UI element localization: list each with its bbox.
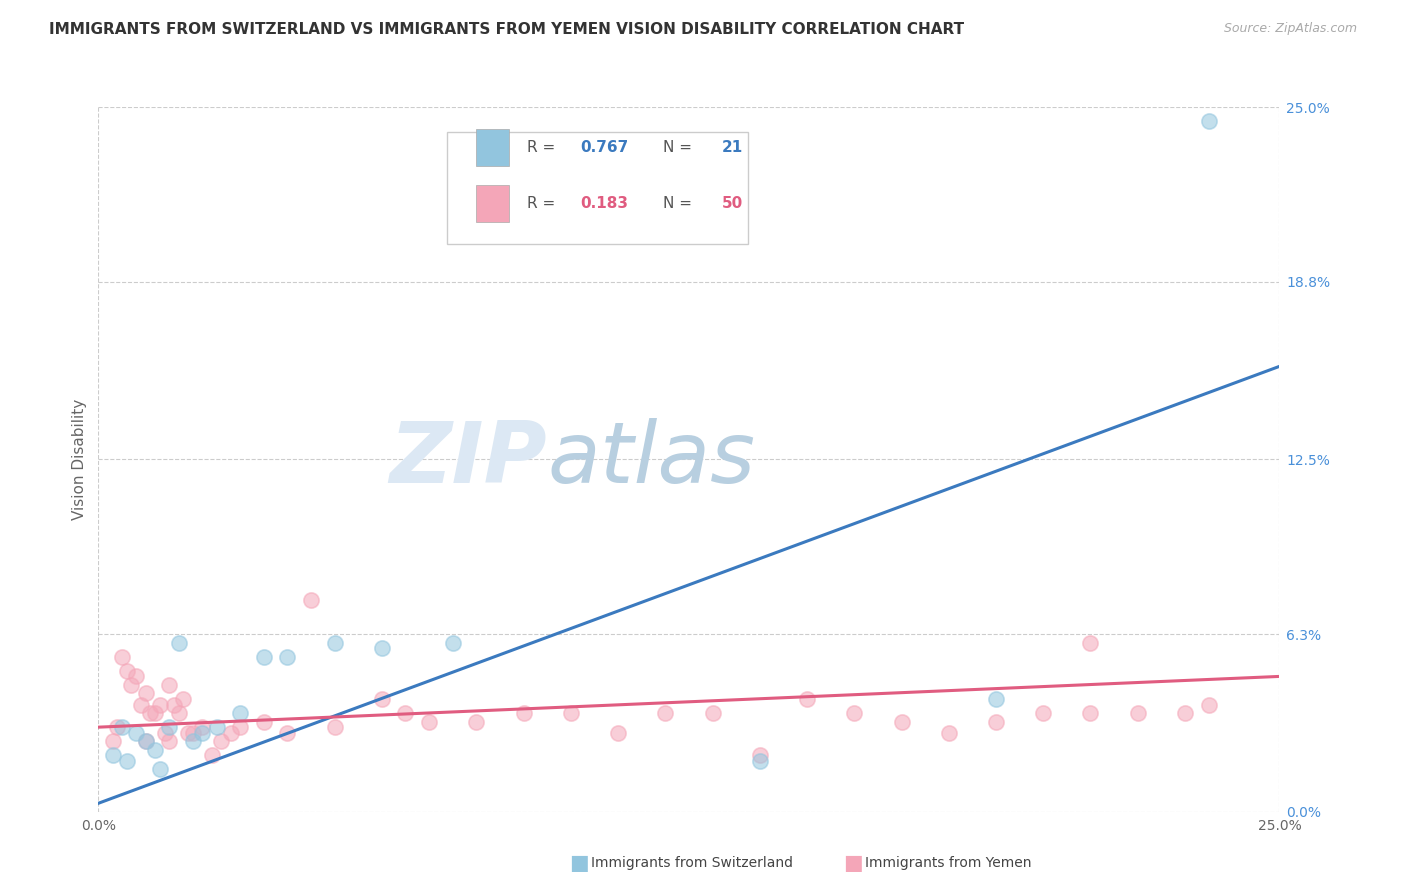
Point <box>253 649 276 664</box>
Point <box>121 678 143 692</box>
Point <box>276 726 298 740</box>
Text: N =: N = <box>664 140 697 154</box>
Point <box>607 726 630 740</box>
Text: IMMIGRANTS FROM SWITZERLAND VS IMMIGRANTS FROM YEMEN VISION DISABILITY CORRELATI: IMMIGRANTS FROM SWITZERLAND VS IMMIGRANT… <box>49 22 965 37</box>
Point <box>115 664 138 678</box>
Point <box>125 726 148 740</box>
Text: 0.767: 0.767 <box>581 140 628 154</box>
Point <box>1198 698 1220 712</box>
Point <box>125 669 148 683</box>
Point <box>560 706 582 720</box>
Point <box>299 593 322 607</box>
Text: Immigrants from Yemen: Immigrants from Yemen <box>865 856 1031 871</box>
Point <box>323 720 346 734</box>
Point <box>394 706 416 720</box>
Point <box>149 698 172 712</box>
Point <box>1126 706 1149 720</box>
Text: ZIP: ZIP <box>389 417 547 501</box>
Point <box>101 748 124 763</box>
Text: N =: N = <box>664 196 697 211</box>
Point <box>105 720 128 734</box>
Y-axis label: Vision Disability: Vision Disability <box>72 399 87 520</box>
Point <box>371 692 394 706</box>
Point <box>323 635 346 649</box>
Point <box>418 714 440 729</box>
Point <box>167 635 190 649</box>
Point <box>157 720 180 734</box>
FancyBboxPatch shape <box>477 186 509 222</box>
Point <box>1080 635 1102 649</box>
Point <box>181 726 204 740</box>
Point <box>796 692 818 706</box>
Point <box>139 706 162 720</box>
Point <box>229 720 252 734</box>
Point <box>111 649 134 664</box>
Point <box>157 734 180 748</box>
Point <box>844 706 866 720</box>
Point <box>135 734 157 748</box>
Point <box>163 698 186 712</box>
Point <box>654 706 676 720</box>
Text: R =: R = <box>527 196 560 211</box>
Point <box>229 706 252 720</box>
Point <box>984 692 1007 706</box>
Point <box>143 742 166 756</box>
Text: 0.183: 0.183 <box>581 196 628 211</box>
Point <box>177 726 200 740</box>
Point <box>135 734 157 748</box>
Point <box>181 734 204 748</box>
Point <box>201 748 224 763</box>
Point <box>984 714 1007 729</box>
Point <box>371 641 394 656</box>
Text: 50: 50 <box>723 196 744 211</box>
Point <box>748 748 770 763</box>
Text: 21: 21 <box>723 140 744 154</box>
Point <box>129 698 152 712</box>
Point <box>111 720 134 734</box>
FancyBboxPatch shape <box>477 128 509 166</box>
Point <box>1080 706 1102 720</box>
Point <box>276 649 298 664</box>
Point <box>143 706 166 720</box>
Point <box>512 706 534 720</box>
Point <box>191 720 214 734</box>
Point <box>191 726 214 740</box>
Point <box>205 720 228 734</box>
Text: Source: ZipAtlas.com: Source: ZipAtlas.com <box>1223 22 1357 36</box>
Text: atlas: atlas <box>547 417 755 501</box>
Point <box>1198 114 1220 128</box>
Point <box>157 678 180 692</box>
Point <box>1174 706 1197 720</box>
Point <box>1032 706 1054 720</box>
Point <box>465 714 488 729</box>
Point <box>149 763 172 777</box>
Text: Immigrants from Switzerland: Immigrants from Switzerland <box>591 856 793 871</box>
Point <box>153 726 176 740</box>
Point <box>219 726 242 740</box>
Point <box>253 714 276 729</box>
Point <box>441 635 464 649</box>
FancyBboxPatch shape <box>447 132 748 244</box>
Point <box>167 706 190 720</box>
Point <box>115 754 138 768</box>
Point <box>101 734 124 748</box>
Point <box>209 734 232 748</box>
Point <box>938 726 960 740</box>
Point <box>172 692 194 706</box>
Point <box>890 714 912 729</box>
Point <box>135 686 157 700</box>
Point <box>748 754 770 768</box>
Text: ■: ■ <box>844 854 863 873</box>
Text: R =: R = <box>527 140 560 154</box>
Text: ■: ■ <box>569 854 589 873</box>
Point <box>702 706 724 720</box>
